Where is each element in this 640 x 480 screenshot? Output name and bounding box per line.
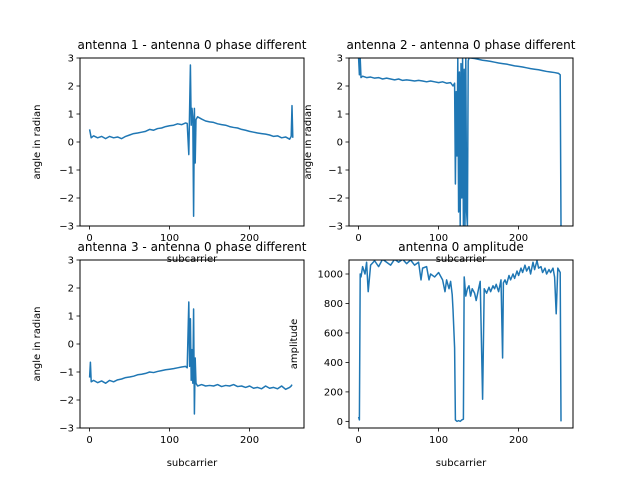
subplot-3-ytick-label: 2: [68, 284, 74, 295]
subplot-2-xtick-label: 100: [429, 233, 448, 244]
subplot-2-ytick-label: 0: [337, 138, 343, 149]
subplot-4-ytick-label: 200: [324, 387, 343, 398]
subplot-2-ytick-label: −3: [328, 222, 343, 233]
subplot-3-ylabel: angle in radian: [32, 306, 43, 381]
subplot-3-ytick-label: −3: [59, 424, 74, 435]
subplot-2-ytick-label: −1: [328, 166, 343, 177]
subplot-4-xlabel: subcarrier: [436, 458, 487, 469]
subplot-4-xtick-label: 0: [355, 435, 361, 446]
subplot-2-xtick-label: 200: [509, 233, 528, 244]
subplot-1-ytick-label: −1: [59, 166, 74, 177]
subplot-3-xlabel: subcarrier: [167, 458, 218, 469]
subplot-1-ylabel: angle in radian: [32, 104, 43, 179]
subplot-4-xtick-label: 200: [509, 435, 528, 446]
subplot-1-series-line-0: [88, 64, 294, 217]
subplot-1-ytick-label: 1: [68, 110, 74, 121]
subplot-2-ylabel: angle in radian: [303, 104, 314, 179]
subplot-1-ytick-label: −3: [59, 222, 74, 233]
subplot-4-ytick-label: 0: [337, 417, 343, 428]
subplot-4-ytick-label: 800: [324, 299, 343, 310]
subplot-2-xtick-label: 0: [355, 233, 361, 244]
subplot-3-series-line-0: [88, 301, 293, 415]
subplot-4-title: antenna 0 amplitude: [398, 240, 524, 254]
subplot-3-xtick-label: 100: [160, 435, 179, 446]
subplot-3-ytick-label: −1: [59, 368, 74, 379]
subplot-1-ytick-label: 2: [68, 82, 74, 93]
subplot-2-title: antenna 2 - antenna 0 phase different: [347, 38, 576, 52]
subplot-2-ytick-label: 2: [337, 82, 343, 93]
subplot-3-ytick-label: 1: [68, 312, 74, 323]
subplot-3-ytick-label: 3: [68, 256, 74, 267]
subplot-2-series-line-0: [357, 58, 562, 226]
subplot-3-ytick-label: 0: [68, 340, 74, 351]
subplot-4-xtick-label: 100: [429, 435, 448, 446]
subplot-3: 0 100 200 −3 −2 −1 0 1 2 3 antenna 3 - antenna 0 …: [32, 240, 307, 469]
subplot-4-ylabel: amplitude: [289, 319, 300, 370]
subplot-2-ytick-label: −2: [328, 194, 343, 205]
subplot-2: 0 100 200 −3 −2 −1 0 1 2 3 antenna 2 - antenna 0 …: [303, 38, 576, 265]
subplot-3-xtick-label: 0: [86, 435, 92, 446]
subplot-1-xtick-label: 200: [240, 233, 259, 244]
subplot-1-xtick-label: 100: [160, 233, 179, 244]
subplot-2-ytick-label: 3: [337, 54, 343, 65]
subplot-2-ytick-label: 1: [337, 110, 343, 121]
subplot-4-frame: [348, 259, 574, 429]
subplot-4-series-line-0: [357, 260, 562, 423]
subplot-4-ytick-label: 400: [324, 358, 343, 369]
subplot-3-ytick-label: −2: [59, 396, 74, 407]
subplot-1-title: antenna 1 - antenna 0 phase different: [78, 38, 307, 52]
subplot-4: 0 100 200 0 200 400 600 800 1000 antenna 0 ampli…: [289, 240, 574, 469]
subplot-3-xtick-label: 200: [240, 435, 259, 446]
subplot-1-ytick-label: −2: [59, 194, 74, 205]
subplot-4-ytick-label: 1000: [318, 270, 343, 281]
subplot-3-title: antenna 3 - antenna 0 phase different: [78, 240, 307, 254]
subplot-1-ytick-label: 3: [68, 54, 74, 65]
subplot-1-ytick-label: 0: [68, 138, 74, 149]
subplot-1-xtick-label: 0: [86, 233, 92, 244]
subplot-4-ytick-label: 600: [324, 328, 343, 339]
